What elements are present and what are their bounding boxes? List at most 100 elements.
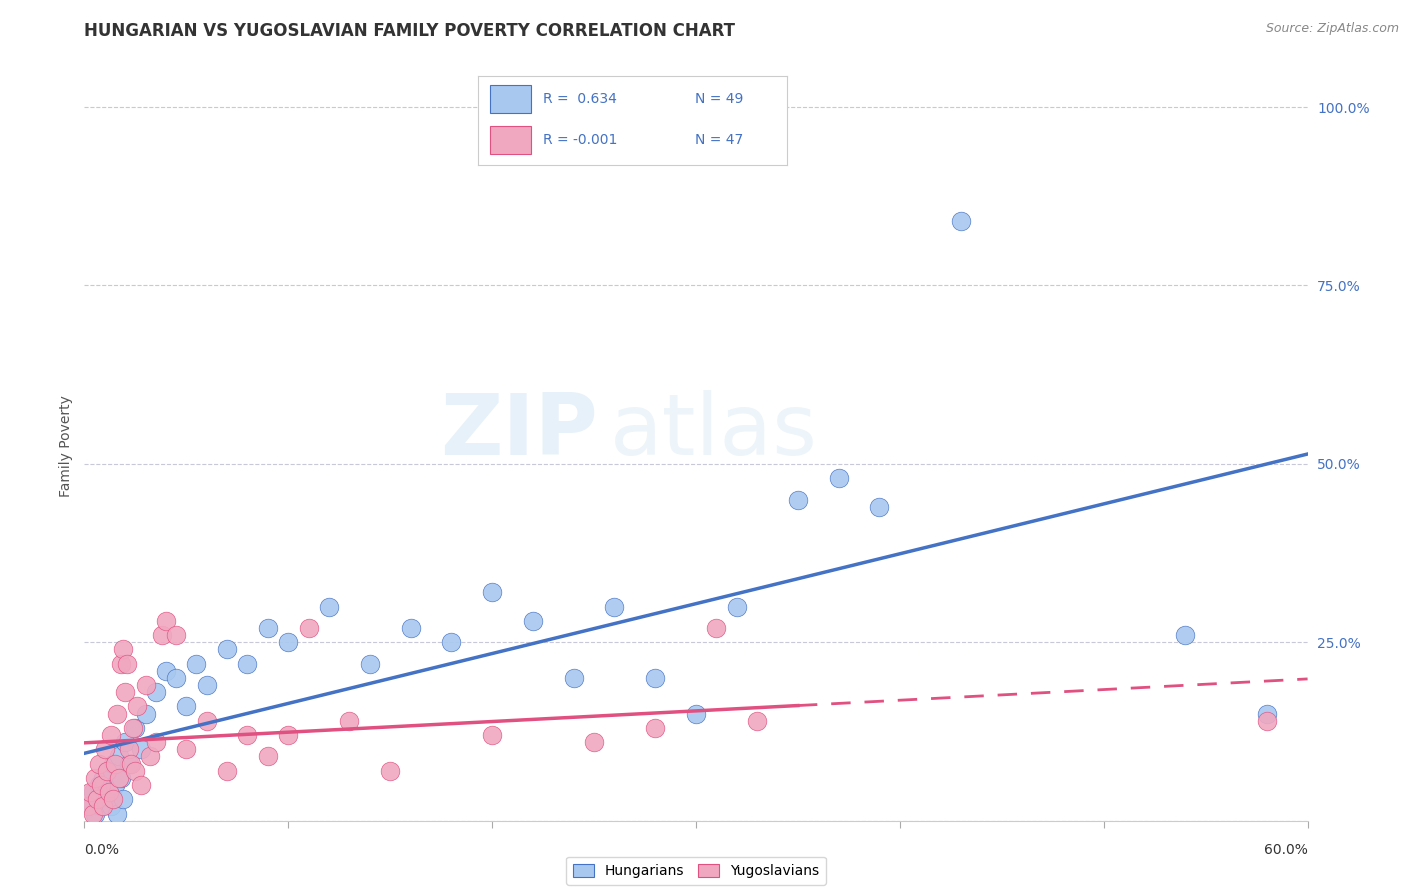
Point [112,642,135,657]
Point [93,792,115,806]
Point [124,721,146,735]
Point [79,785,101,799]
Point [82,785,104,799]
Text: N = 47: N = 47 [695,133,742,147]
Point [150,628,173,642]
Text: N = 49: N = 49 [695,92,742,106]
Point [236,657,259,671]
Point [481,728,503,742]
Text: 60.0%: 60.0% [1264,843,1308,857]
Point [96,764,118,778]
Point [644,721,666,735]
Point [827,471,849,485]
Point [114,685,136,699]
Point [950,214,973,228]
Bar [491,126,530,154]
Text: R = -0.001: R = -0.001 [543,133,617,147]
Point [131,778,153,792]
Point [97,785,120,799]
Point [110,657,132,671]
Point [339,714,360,728]
Point [277,728,299,742]
Point [174,742,197,756]
Point [135,706,157,721]
Legend: Hungarians, Yugoslavians: Hungarians, Yugoslavians [565,856,827,885]
Point [582,735,605,749]
Point [138,749,160,764]
Point [97,785,120,799]
Point [101,792,124,806]
Point [380,764,402,778]
Point [112,792,135,806]
Point [562,671,585,685]
Point [186,657,208,671]
Point [127,699,149,714]
Point [644,671,666,685]
Point [869,500,891,514]
Point [145,735,167,749]
Point [105,806,128,821]
Point [86,792,108,806]
Point [87,778,110,792]
Point [787,492,810,507]
Text: 0.0%: 0.0% [84,843,120,857]
Point [704,621,728,635]
Point [318,599,340,614]
Point [122,721,145,735]
Point [522,614,544,628]
Point [277,635,299,649]
Point [100,799,122,814]
Point [1174,628,1197,642]
Point [135,678,157,692]
Point [257,749,280,764]
Point [83,806,105,821]
Point [83,771,105,785]
Point [118,756,141,771]
Text: atlas: atlas [610,390,818,473]
Point [257,621,280,635]
Point [101,756,124,771]
Point [165,628,187,642]
Text: R =  0.634: R = 0.634 [543,92,617,106]
Text: ZIP: ZIP [440,390,598,473]
Point [145,685,167,699]
Point [91,799,114,814]
Point [236,728,259,742]
Point [174,699,197,714]
Point [1256,714,1278,728]
Point [155,614,177,628]
Text: HUNGARIAN VS YUGOSLAVIAN FAMILY POVERTY CORRELATION CHART: HUNGARIAN VS YUGOSLAVIAN FAMILY POVERTY … [84,22,735,40]
Point [100,728,122,742]
Point [115,657,138,671]
Point [86,792,108,806]
Point [359,657,381,671]
Point [105,706,128,721]
Point [108,771,131,785]
Point [481,585,503,599]
Point [440,635,463,649]
Point [1256,706,1278,721]
Point [118,742,141,756]
Point [217,642,239,657]
Point [91,771,114,785]
Point [131,742,153,756]
Point [108,749,131,764]
Point [195,714,218,728]
Point [685,706,707,721]
Point [90,799,112,814]
Point [77,799,100,814]
Text: Source: ZipAtlas.com: Source: ZipAtlas.com [1265,22,1399,36]
Point [87,756,110,771]
Bar [491,85,530,113]
Point [195,678,218,692]
Point [217,764,239,778]
Y-axis label: Family Poverty: Family Poverty [59,395,73,497]
Point [79,799,101,814]
Point [82,806,104,821]
Point [155,664,177,678]
Point [725,599,748,614]
Point [399,621,422,635]
Point [747,714,769,728]
Point [96,764,118,778]
Point [165,671,187,685]
